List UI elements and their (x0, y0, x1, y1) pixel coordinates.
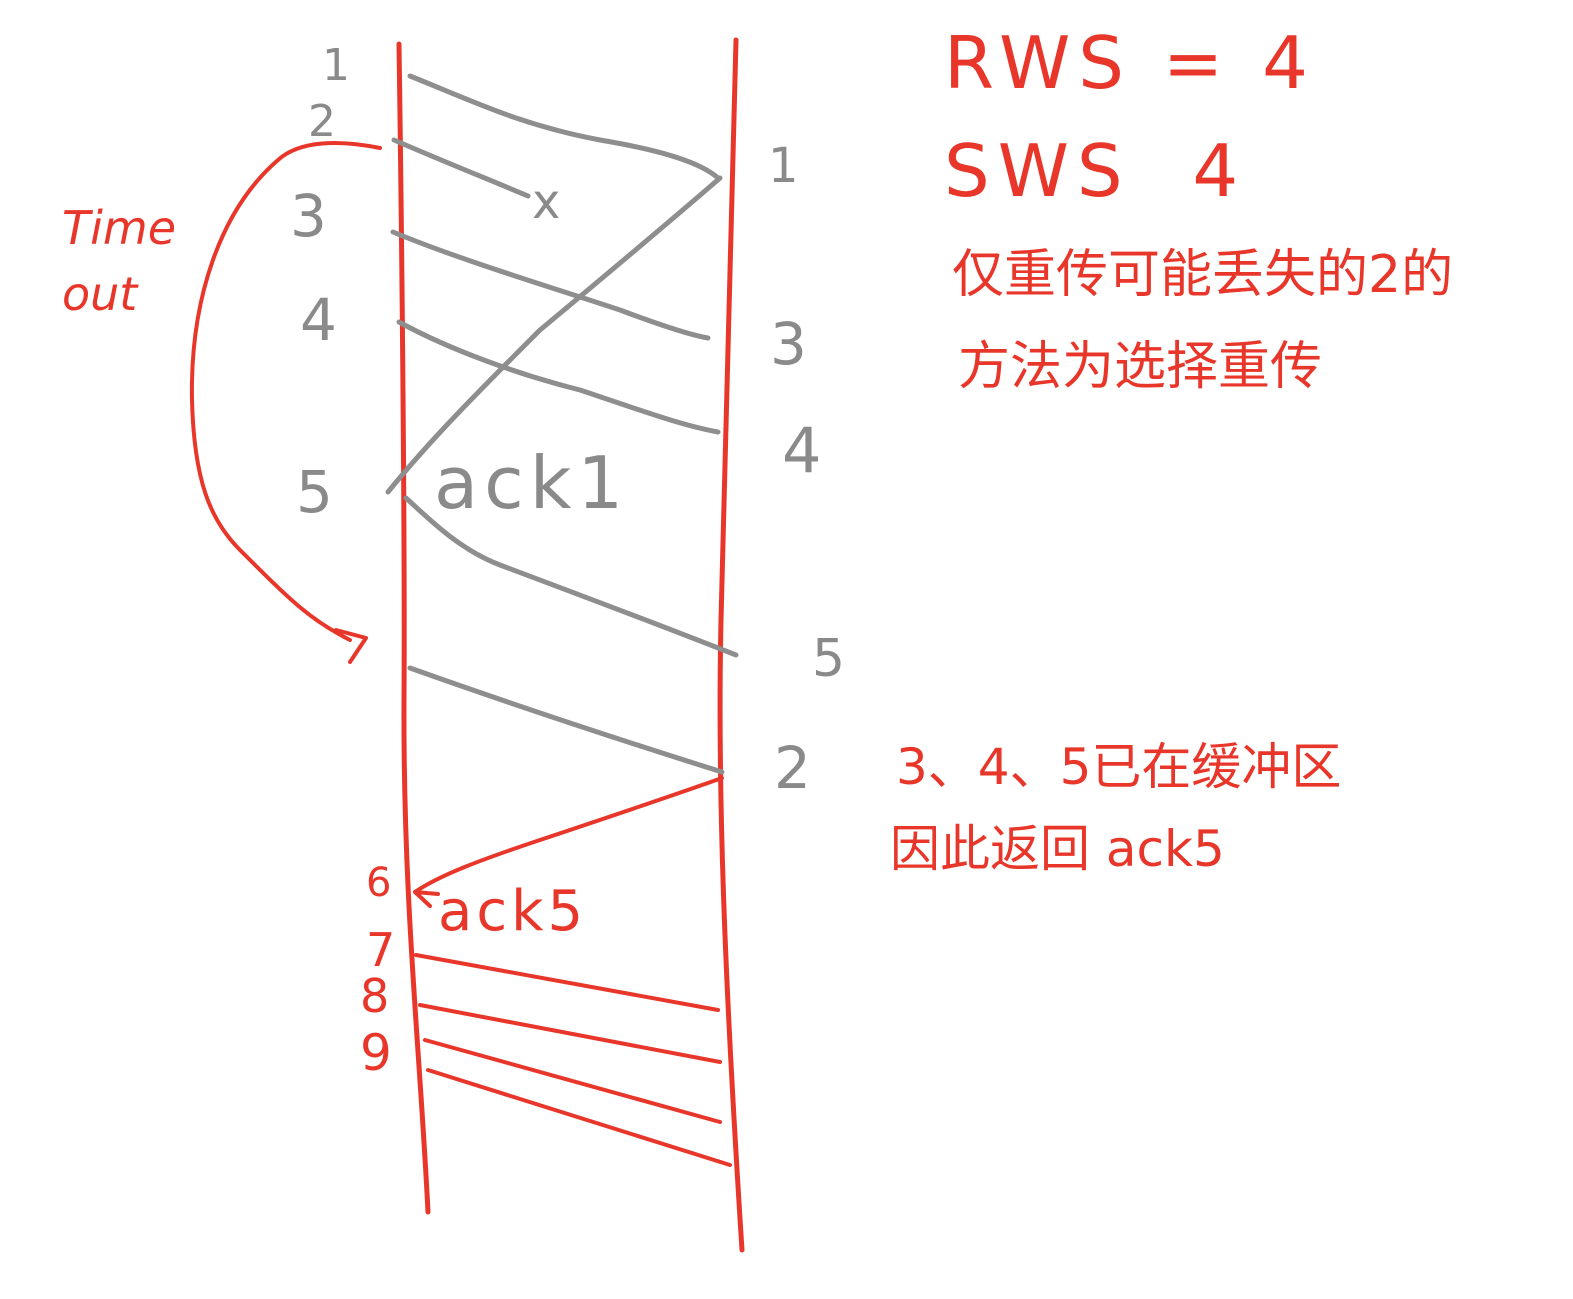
seq-label-7: 7 (366, 923, 395, 977)
receiver-label-5: 5 (812, 629, 845, 689)
frame-5-arrow (403, 495, 739, 658)
receiver-label-4: 4 (782, 414, 821, 487)
sender-label-3: 3 (290, 182, 327, 250)
ack-5-arrowhead (413, 890, 440, 908)
ack-5-arrow (413, 776, 724, 894)
note-1-line-2: 方法为选择重传 (958, 337, 1322, 397)
timeout-arc (189, 141, 382, 642)
receiver-timeline (717, 37, 745, 1253)
seq-label-6: 6 (366, 860, 391, 906)
timeout-label-out: out (62, 267, 139, 321)
frame-2-lost-arrow (391, 137, 531, 199)
frame-9a-arrow (423, 1038, 722, 1124)
receiver-label-2: 2 (774, 734, 811, 802)
frame-8-arrow (418, 1003, 722, 1064)
note-1-line-1: 仅重传可能丢失的2的 (952, 245, 1453, 305)
frame-9b-arrow (426, 1068, 732, 1167)
seq-label-9: 9 (360, 1024, 392, 1082)
retransmit-frame-2-arrow (407, 665, 725, 775)
sws-label: SWS 4 (944, 129, 1246, 213)
rws-label: RWS = 4 (944, 21, 1316, 105)
note-2-line-2: 因此返回 ack5 (890, 820, 1225, 878)
sender-label-1: 1 (322, 40, 350, 91)
frame-7-arrow (414, 953, 720, 1012)
timeout-label-time: Time (62, 201, 176, 255)
ack-5-label: ack5 (438, 879, 587, 944)
frame-4-arrow (396, 319, 721, 435)
sender-label-4: 4 (300, 286, 337, 354)
lost-mark: x (532, 174, 560, 230)
receiver-label-3: 3 (770, 310, 807, 378)
sender-label-2: 2 (308, 96, 336, 147)
receiver-label-1: 1 (768, 138, 799, 194)
frame-1-arrow (407, 73, 721, 181)
frame-3-arrow (390, 229, 711, 341)
sender-timeline (396, 41, 431, 1215)
seq-label-8: 8 (360, 969, 389, 1023)
ack-1-arrow (385, 175, 723, 495)
ack-1-label: ack1 (434, 441, 629, 525)
note-2-line-1: 3、4、5已在缓冲区 (896, 738, 1341, 796)
timeout-arrowhead (334, 628, 368, 664)
sender-label-5: 5 (296, 458, 333, 526)
